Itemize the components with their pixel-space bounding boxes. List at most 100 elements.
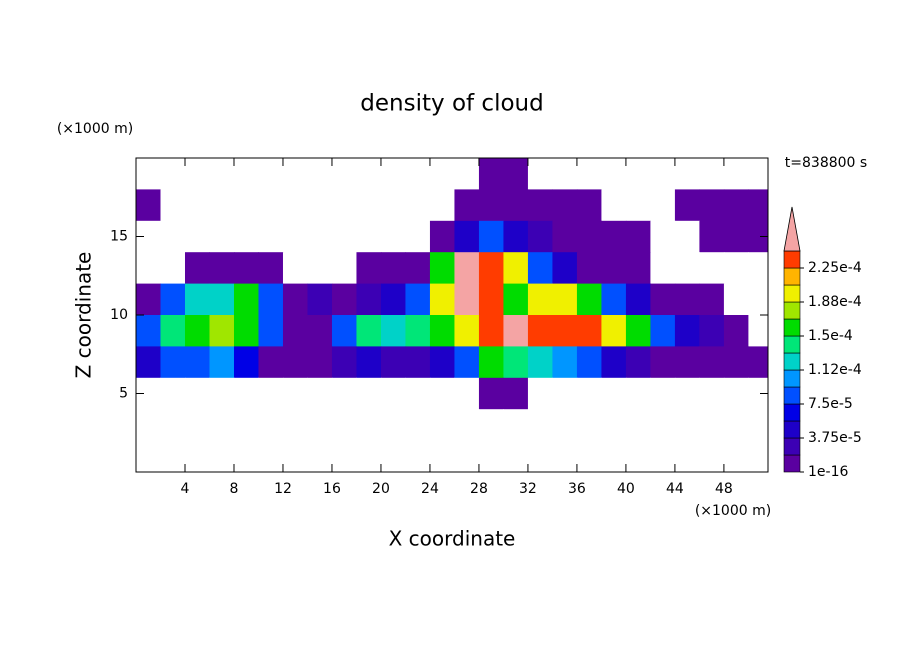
colorbar-segment (783, 318, 801, 337)
contour-cell (429, 252, 455, 285)
contour-cell (748, 346, 768, 379)
contour-cell (233, 189, 259, 222)
contour-cell (576, 409, 602, 442)
contour-cell (233, 346, 259, 379)
x-tick-label: 40 (617, 481, 635, 497)
contour-cell (674, 220, 700, 253)
contour-cell (576, 252, 602, 285)
x-axis-label: X coordinate (389, 527, 516, 551)
contour-cell (454, 283, 480, 316)
contour-cell (625, 189, 651, 222)
contour-cell (552, 252, 578, 285)
contour-cell (527, 346, 553, 379)
contour-cell (650, 220, 676, 253)
contour-cell (282, 440, 308, 472)
contour-cell (307, 189, 333, 222)
contour-cell (184, 440, 210, 472)
contour-cell (380, 220, 406, 253)
contour-cell (748, 315, 768, 347)
contour-cell (160, 220, 186, 253)
contour-cell (380, 346, 406, 379)
colorbar-segment (783, 420, 801, 439)
contour-cell (184, 220, 210, 253)
contour-cell (552, 283, 578, 316)
contour-cell (650, 283, 676, 316)
contour-cell (748, 283, 768, 316)
contour-cell (576, 283, 602, 316)
contour-cell (527, 158, 553, 190)
colorbar-segment (783, 335, 801, 354)
contour-cell (136, 440, 161, 472)
contour-cell (552, 220, 578, 253)
y-unit: (×1000 m) (57, 121, 133, 137)
colorbar-segment (783, 301, 801, 320)
contour-cell (258, 252, 284, 285)
contour-cell (356, 252, 382, 285)
contour-cell (331, 252, 357, 285)
contour-cell (527, 189, 553, 222)
contour-cell (233, 252, 259, 285)
contour-cell (380, 377, 406, 410)
contour-cell (576, 220, 602, 253)
colorbar-segment (783, 267, 801, 286)
contour-cell (282, 315, 308, 347)
contour-cell (503, 252, 529, 285)
contour-cell (405, 220, 431, 253)
contour-cell (356, 220, 382, 253)
colorbar-tick-label: 7.5e-5 (808, 396, 853, 412)
contour-cell (307, 409, 333, 442)
contour-cell (576, 158, 602, 190)
contour-cell (405, 440, 431, 472)
contour-cell (650, 346, 676, 379)
contour-cell (331, 315, 357, 347)
colorbar-segment (783, 284, 801, 303)
contour-cell (184, 409, 210, 442)
contour-cell (601, 189, 627, 222)
contour-cell (601, 315, 627, 347)
contour-cell (307, 315, 333, 347)
contour-cell (380, 252, 406, 285)
contour-cell (503, 283, 529, 316)
contour-cell (429, 346, 455, 379)
y-tick-label: 5 (119, 386, 128, 402)
x-tick-label: 48 (715, 481, 733, 497)
contour-cell (429, 283, 455, 316)
contour-cell (184, 283, 210, 316)
contour-cell (258, 315, 284, 347)
contour-cell (258, 158, 284, 190)
contour-cell (674, 158, 700, 190)
contour-cell (625, 315, 651, 347)
contour-cell (650, 377, 676, 410)
contour-cell (282, 377, 308, 410)
contour-cell (233, 315, 259, 347)
contour-cell (209, 315, 235, 347)
contour-cell (282, 346, 308, 379)
contour-cell (380, 409, 406, 442)
contour-cell (282, 158, 308, 190)
contour-cell (723, 189, 749, 222)
contour-cell (503, 409, 529, 442)
contour-cell (576, 315, 602, 347)
contour-cell (356, 158, 382, 190)
contour-cell (331, 440, 357, 472)
contour-cell (356, 346, 382, 379)
contour-field (136, 158, 768, 472)
contour-cell (209, 377, 235, 410)
x-tick-label: 32 (519, 481, 537, 497)
contour-cell (136, 346, 161, 379)
y-tick-label: 10 (110, 307, 128, 323)
contour-cell (405, 158, 431, 190)
contour-cell (184, 315, 210, 347)
contour-cell (184, 158, 210, 190)
contour-cell (356, 409, 382, 442)
contour-cell (576, 377, 602, 410)
contour-cell (478, 252, 504, 285)
contour-cell (429, 440, 455, 472)
contour-cell (209, 252, 235, 285)
contour-cell (503, 440, 529, 472)
colorbar-segment (783, 386, 801, 405)
contour-cell (356, 315, 382, 347)
contour-cell (723, 158, 749, 190)
contour-cell (527, 409, 553, 442)
